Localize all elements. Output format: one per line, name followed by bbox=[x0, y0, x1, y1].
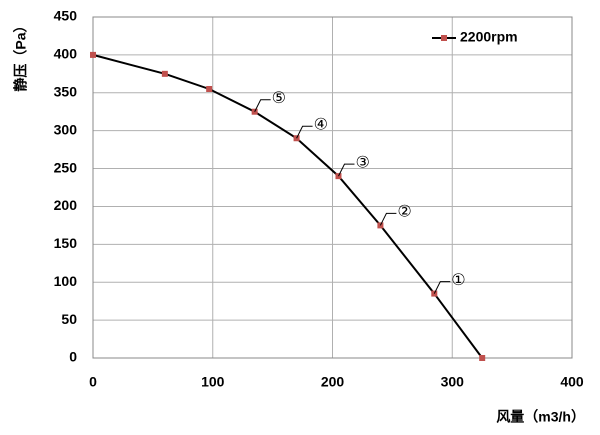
y-tick-label: 100 bbox=[54, 273, 78, 289]
legend-marker bbox=[441, 35, 447, 41]
y-tick-label: 0 bbox=[69, 349, 77, 365]
y-tick-label: 200 bbox=[54, 197, 78, 213]
annotation: ② bbox=[397, 204, 411, 221]
annotation: ④ bbox=[314, 116, 328, 133]
x-tick-label: 100 bbox=[201, 374, 225, 390]
data-point bbox=[90, 51, 96, 58]
y-tick-label: 300 bbox=[54, 121, 78, 137]
annotation: ① bbox=[451, 272, 465, 289]
x-tick-label: 200 bbox=[321, 374, 345, 390]
x-tick-label: 300 bbox=[441, 374, 465, 390]
data-point bbox=[479, 355, 486, 361]
y-tick-label: 50 bbox=[61, 311, 77, 327]
y-tick-label: 250 bbox=[54, 159, 78, 175]
legend-label: 2200rpm bbox=[460, 29, 518, 45]
data-point bbox=[161, 70, 168, 77]
y-tick-label: 350 bbox=[54, 83, 78, 99]
annotation-leader bbox=[379, 212, 397, 226]
x-tick-label: 400 bbox=[560, 374, 584, 390]
y-axis-label: 静压（Pa） bbox=[13, 18, 29, 91]
plot-border bbox=[92, 16, 573, 359]
annotation-leader bbox=[338, 163, 355, 177]
annotation-leader bbox=[296, 125, 313, 139]
x-axis-label: 风量（m3/h） bbox=[496, 409, 585, 425]
annotation: ⑤ bbox=[272, 90, 286, 107]
annotation-leader bbox=[254, 99, 271, 112]
data-point bbox=[206, 85, 213, 92]
y-tick-label: 400 bbox=[54, 46, 78, 62]
y-tick-label: 450 bbox=[54, 8, 78, 24]
x-tick-label: 0 bbox=[89, 374, 97, 390]
annotation-leader bbox=[433, 281, 451, 294]
annotation: ③ bbox=[355, 154, 369, 171]
y-tick-label: 150 bbox=[54, 235, 78, 251]
